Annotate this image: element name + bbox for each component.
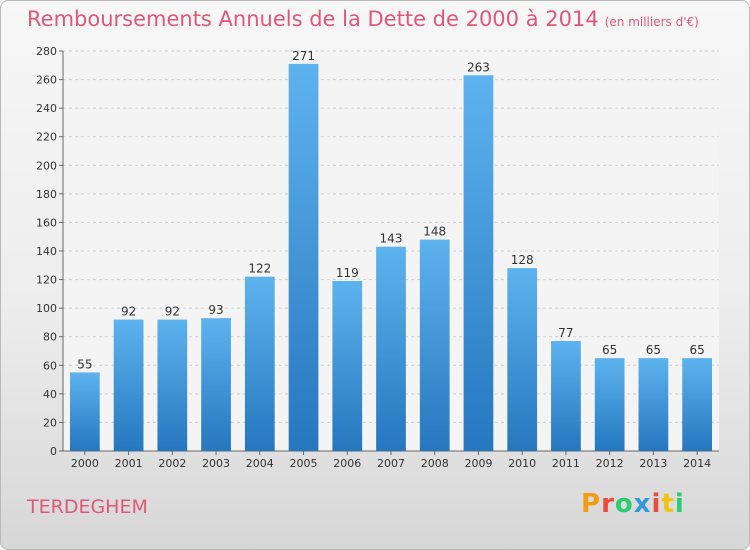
y-tick-label: 40	[43, 388, 57, 401]
x-tick-label: 2000	[71, 457, 99, 470]
y-tick-label: 240	[36, 102, 57, 115]
y-tick-label: 140	[36, 245, 57, 258]
bar-value-label: 143	[380, 232, 403, 246]
bar-value-label: 77	[558, 326, 573, 340]
logo-letter: x	[633, 489, 652, 519]
bar	[682, 358, 713, 451]
x-tick-label: 2009	[464, 457, 492, 470]
x-tick-label: 2008	[421, 457, 449, 470]
bar-value-label: 148	[423, 225, 446, 239]
bar-value-label: 65	[689, 343, 704, 357]
logo-letter: i	[651, 489, 662, 519]
y-tick-label: 100	[36, 302, 57, 315]
x-tick-label: 2006	[333, 457, 361, 470]
bar-value-label: 263	[467, 60, 490, 74]
bar	[157, 319, 188, 451]
chart-title: Remboursements Annuels de la Dette de 20…	[27, 7, 699, 31]
x-tick-label: 2012	[596, 457, 624, 470]
y-tick-label: 120	[36, 274, 57, 287]
y-tick-label: 160	[36, 216, 57, 229]
x-tick-label: 2007	[377, 457, 405, 470]
y-tick-label: 220	[36, 131, 57, 144]
x-tick-label: 2001	[115, 457, 143, 470]
logo-letter: r	[601, 489, 615, 519]
bar-value-label: 128	[511, 253, 534, 267]
y-tick-label: 20	[43, 416, 57, 429]
y-tick-label: 280	[36, 45, 57, 58]
y-tick-label: 260	[36, 74, 57, 87]
bar	[332, 281, 363, 451]
y-tick-label: 180	[36, 188, 57, 201]
y-tick-label: 80	[43, 331, 57, 344]
bar-chart: 0 20 40 60 80 100 120 140 160 180 200 220 240 260 280 5…	[36, 45, 719, 470]
x-tick-label: 2014	[683, 457, 711, 470]
bar	[201, 318, 231, 451]
logo-letter: t	[661, 489, 675, 519]
y-tick-label: 0	[50, 445, 57, 458]
bar	[463, 75, 494, 452]
x-tick-label: 2002	[158, 457, 186, 470]
bar	[419, 239, 450, 451]
bar-value-label: 93	[208, 303, 223, 317]
x-tick-label: 2005	[290, 457, 318, 470]
commune-name: TERDEGHEM	[27, 496, 148, 518]
bar	[376, 246, 406, 451]
x-tick-label: 2003	[202, 457, 230, 470]
y-tick-label: 60	[43, 359, 57, 372]
chart-title-text: Remboursements Annuels de la Dette de 20…	[27, 7, 599, 31]
bar-value-label: 92	[121, 305, 136, 319]
bar-value-label: 92	[165, 305, 180, 319]
bar	[594, 358, 625, 451]
logo-letter: P	[581, 489, 602, 519]
bar-value-label: 119	[336, 266, 359, 280]
y-tick-label: 200	[36, 159, 57, 172]
bar-value-label: 55	[77, 357, 92, 371]
bar	[69, 372, 100, 451]
bar	[638, 358, 669, 451]
bar-value-label: 65	[602, 343, 617, 357]
x-tick-label: 2004	[246, 457, 274, 470]
bar	[113, 319, 144, 451]
bar-value-label: 122	[248, 262, 271, 276]
proxiti-logo: Proxiti	[581, 489, 685, 519]
logo-letter: i	[674, 489, 685, 519]
x-tick-label: 2010	[508, 457, 536, 470]
bar-value-label: 271	[292, 49, 315, 63]
bar-value-label: 65	[646, 343, 661, 357]
bar	[551, 341, 581, 451]
logo-letter: o	[614, 489, 634, 519]
x-tick-label: 2013	[639, 457, 667, 470]
chart-subtitle: (en milliers d'€)	[604, 15, 699, 29]
bar	[507, 268, 538, 451]
bar	[288, 63, 319, 451]
bar	[244, 276, 275, 451]
x-tick-label: 2011	[552, 457, 580, 470]
